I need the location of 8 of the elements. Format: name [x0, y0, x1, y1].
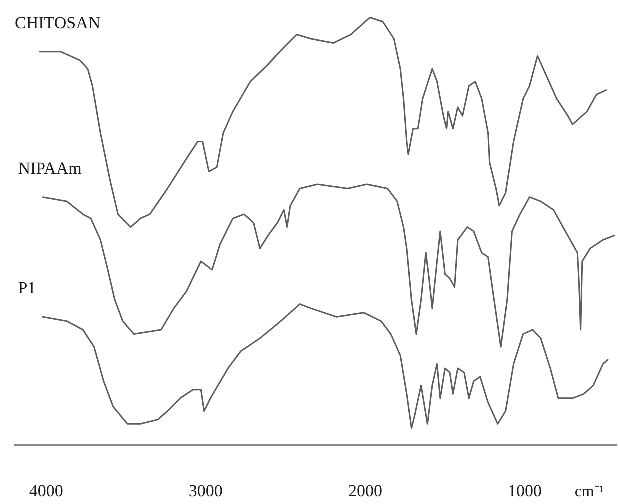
x-tick-label: 1000 — [508, 482, 542, 500]
series-label: NIPAAm — [18, 158, 82, 178]
x-axis-title: cm⁻¹ — [574, 484, 604, 500]
x-tick-label: 4000 — [29, 482, 64, 500]
series-label: CHITOSAN — [15, 13, 101, 32]
series-label: P1 — [18, 278, 36, 298]
x-tick-label: 3000 — [188, 482, 223, 500]
x-tick-label: 2000 — [348, 482, 382, 500]
